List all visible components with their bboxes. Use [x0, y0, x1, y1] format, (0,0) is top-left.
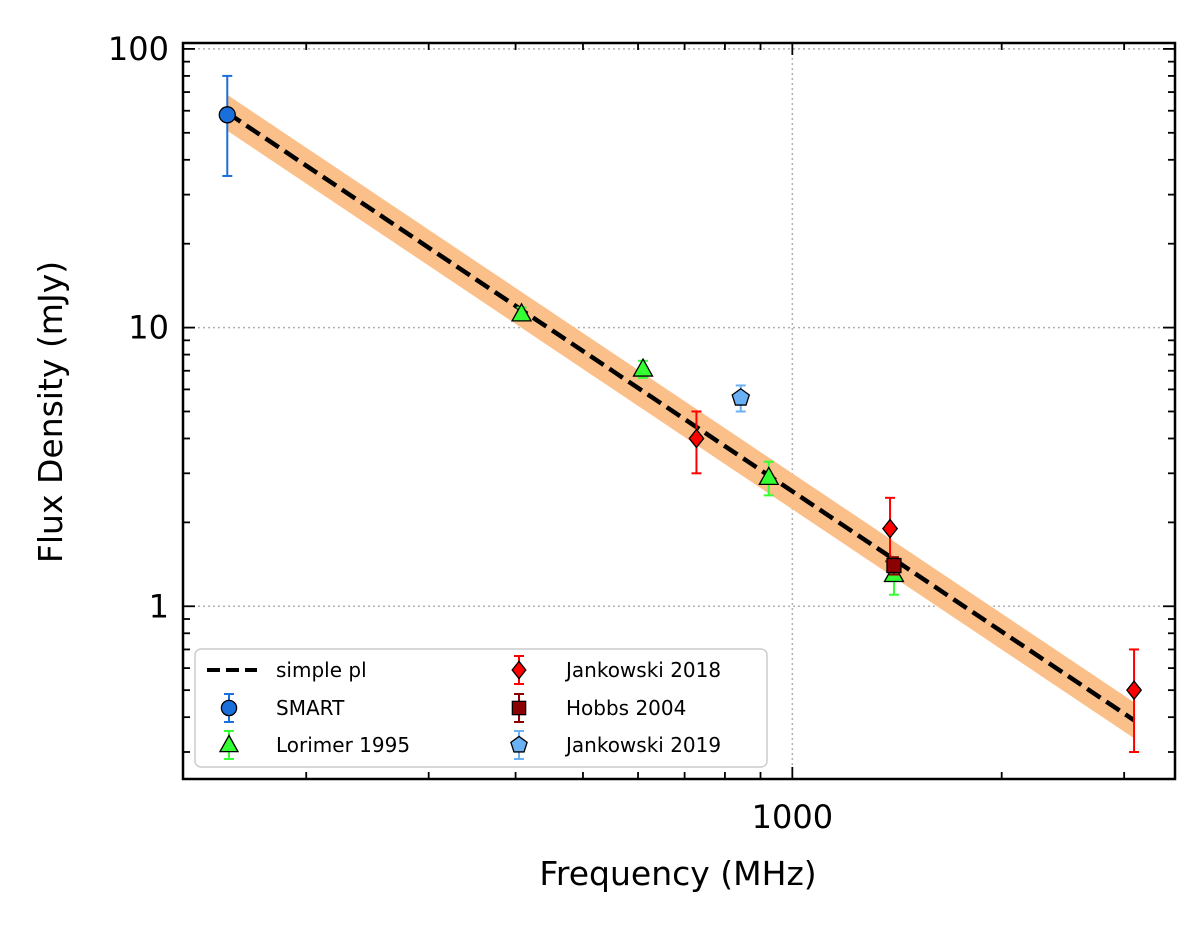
- series-hobbs-2004: [886, 556, 902, 576]
- y-tick-label: 1: [149, 587, 169, 625]
- legend-label: Jankowski 2019: [564, 733, 721, 757]
- marker-triangle: [632, 357, 654, 377]
- error-bar: [1129, 648, 1140, 753]
- marker-circle: [220, 699, 238, 717]
- fit-line: [226, 110, 1136, 723]
- marker-triangle: [510, 302, 533, 322]
- legend-label: Hobbs 2004: [566, 696, 686, 720]
- data-layer: [218, 74, 1143, 753]
- marker-triangle: [218, 734, 240, 753]
- marker-pentagon: [510, 735, 528, 753]
- series-smart: [218, 74, 236, 177]
- marker-square: [886, 557, 902, 574]
- marker-pentagon: [731, 387, 751, 406]
- x-tick-label: 1000: [752, 798, 833, 836]
- legend-label: simple pl: [276, 658, 367, 682]
- series-lorimer-1995: [510, 302, 905, 596]
- y-tick-label: 10: [128, 309, 169, 347]
- fit-uncertainty-band: [227, 94, 1135, 739]
- series-jankowski-2019: [731, 384, 751, 413]
- axes-layer: 1000 1 10 100: [108, 30, 1177, 836]
- error-bar: [222, 74, 233, 177]
- fit-line-layer: [226, 110, 1136, 723]
- legend-entry: SMART: [220, 693, 345, 723]
- y-tick-label: 100: [108, 30, 169, 68]
- series-jankowski-2018: [688, 410, 1143, 753]
- marker-diamond: [688, 428, 705, 449]
- legend-label: Jankowski 2018: [564, 658, 721, 682]
- legend-entry: Jankowski 2019: [510, 730, 721, 760]
- marker-circle: [218, 106, 236, 124]
- legend-entry: Lorimer 1995: [218, 730, 410, 760]
- grid-layer: [183, 43, 1175, 779]
- fit-band-layer: [227, 94, 1135, 739]
- marker-triangle: [758, 466, 780, 486]
- marker-diamond: [1126, 680, 1143, 701]
- legend-box: [194, 648, 768, 768]
- marker-diamond: [882, 518, 899, 539]
- legend-entry: Jankowski 2018: [511, 655, 721, 685]
- marker-square: [511, 700, 527, 716]
- legend: simple pl SMART Lorimer 1995 Jankowski 2018…: [194, 648, 768, 768]
- y-axis-label: Flux Density (mJy): [31, 261, 70, 563]
- marker-diamond: [511, 660, 527, 680]
- x-axis-label: Frequency (MHz): [539, 854, 816, 893]
- legend-entry: Hobbs 2004: [511, 693, 686, 723]
- legend-entry: simple pl: [207, 658, 367, 682]
- legend-label: Lorimer 1995: [276, 733, 410, 757]
- legend-label: SMART: [276, 696, 345, 720]
